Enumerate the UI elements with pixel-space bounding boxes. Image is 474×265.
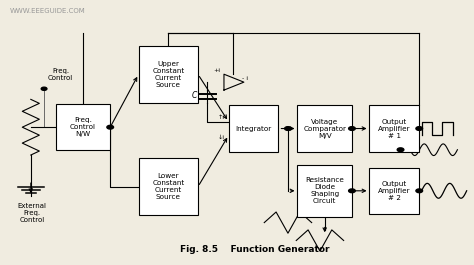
Text: Voltage
Comparator
M/V: Voltage Comparator M/V	[303, 118, 346, 139]
Text: C: C	[191, 91, 197, 100]
Circle shape	[397, 148, 404, 152]
FancyBboxPatch shape	[370, 167, 419, 214]
FancyBboxPatch shape	[298, 165, 352, 217]
Text: Upper
Constant
Current
Source: Upper Constant Current Source	[152, 61, 184, 88]
Text: - i: - i	[242, 76, 248, 81]
Circle shape	[41, 87, 47, 90]
FancyBboxPatch shape	[370, 105, 419, 152]
Text: Output
Amplifier
# 2: Output Amplifier # 2	[378, 181, 410, 201]
Text: +i: +i	[213, 68, 220, 73]
Text: Lower
Constant
Current
Source: Lower Constant Current Source	[152, 173, 184, 200]
Text: Output
Amplifier
# 1: Output Amplifier # 1	[378, 118, 410, 139]
Circle shape	[416, 127, 422, 130]
Text: Integrator: Integrator	[236, 126, 272, 131]
FancyBboxPatch shape	[138, 158, 198, 215]
Text: External
Freq.
Control: External Freq. Control	[18, 203, 47, 223]
Circle shape	[284, 127, 291, 130]
Circle shape	[107, 125, 113, 129]
Text: Resistance
Diode
Shaping
Circuit: Resistance Diode Shaping Circuit	[305, 177, 344, 204]
FancyBboxPatch shape	[138, 46, 198, 103]
Text: ↑i: ↑i	[218, 116, 225, 120]
FancyBboxPatch shape	[56, 104, 110, 151]
Circle shape	[349, 127, 356, 130]
Text: WWW.EEEGUIDE.COM: WWW.EEEGUIDE.COM	[9, 8, 85, 14]
Text: Freq.
Control
N/W: Freq. Control N/W	[70, 117, 96, 137]
Text: ↓i: ↓i	[218, 135, 225, 140]
FancyBboxPatch shape	[228, 105, 279, 152]
Text: Fig. 8.5    Function Generator: Fig. 8.5 Function Generator	[180, 245, 329, 254]
FancyBboxPatch shape	[298, 105, 352, 152]
Circle shape	[416, 189, 422, 193]
Circle shape	[349, 189, 356, 193]
Text: Freq.
Control: Freq. Control	[48, 68, 73, 81]
